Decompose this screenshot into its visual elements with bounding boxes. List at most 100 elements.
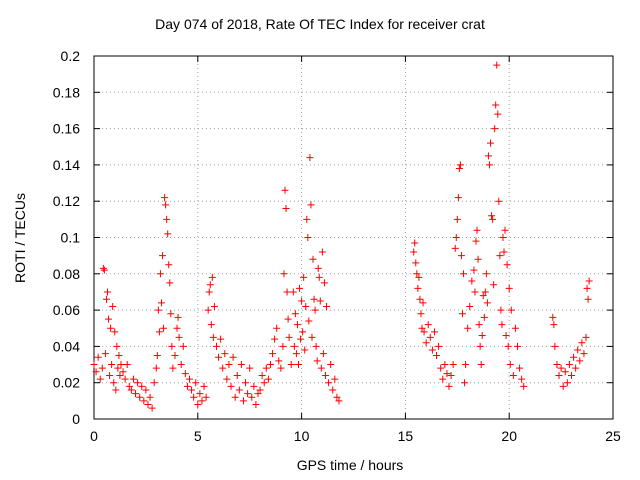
x-tick-label: 5 [194,428,202,444]
data-point [580,350,588,358]
y-tick-label: 0.2 [61,48,81,64]
data-point [294,361,302,369]
data-point [437,364,445,372]
data-point [194,400,202,408]
data-point [320,279,328,287]
data-point [439,375,447,383]
plot-frame [93,55,614,420]
data-point [505,284,513,292]
data-point [311,306,319,314]
data-point [185,375,193,383]
data-point [461,379,469,387]
data-point [200,382,208,390]
data-point [282,204,290,212]
data-point [108,361,116,369]
data-point [150,379,158,387]
data-point [471,288,479,296]
data-point [563,379,571,387]
data-point [177,361,185,369]
data-point [417,310,425,318]
data-point [458,310,466,318]
data-point [92,368,100,376]
data-point [242,379,250,387]
data-point [183,382,191,390]
y-tick-label: 0.12 [53,193,80,209]
data-point [315,273,323,281]
data-point [495,197,503,205]
data-point [553,361,561,369]
data-point [455,165,463,173]
data-point [262,364,270,372]
data-point [157,299,165,307]
data-point [549,313,557,321]
data-point [154,306,162,314]
data-point [112,386,120,394]
data-point [90,361,98,369]
data-point [169,364,177,372]
data-point [462,361,470,369]
data-point [202,393,210,401]
data-point [273,324,281,332]
data-point [219,364,227,372]
data-point [289,288,297,296]
data-point [229,353,237,361]
data-point [479,292,487,300]
data-point [415,273,423,281]
data-point [168,342,176,350]
data-point [578,339,586,347]
data-point [488,212,496,220]
data-point [260,379,268,387]
y-tick-label: 0.14 [53,157,80,173]
data-point [494,110,502,118]
data-point [164,230,172,238]
data-point [109,302,117,310]
data-point [105,315,113,323]
data-point [492,101,500,109]
data-point [94,353,102,361]
data-point [121,375,129,383]
data-point [507,306,515,314]
data-point [561,368,569,376]
x-tick-label: 25 [605,428,621,444]
y-tick-label: 0.04 [53,338,80,354]
data-point [411,239,419,247]
data-point [309,255,317,263]
data-point [266,361,274,369]
data-point [188,386,196,394]
data-point [475,321,483,329]
data-point [491,125,499,133]
data-point [482,270,490,278]
data-point [483,299,491,307]
data-point [196,390,204,398]
data-point [550,321,558,329]
data-point [470,266,478,274]
data-point [171,351,179,359]
data-point [277,364,285,372]
data-point [412,259,420,267]
y-tick-label: 0.18 [53,84,80,100]
data-point [256,386,264,394]
data-point [301,346,309,354]
data-point [231,393,239,401]
data-point [163,215,171,223]
data-point [480,313,488,321]
data-point [110,379,118,387]
data-point [132,390,140,398]
y-tick-label: 0.06 [53,302,80,318]
data-point [460,270,468,278]
x-tick-label: 15 [398,428,414,444]
data-point [574,346,582,354]
data-point [414,284,422,292]
data-point [275,357,283,365]
data-point [303,215,311,223]
data-point [113,342,121,350]
data-point [221,350,229,358]
data-point [146,393,154,401]
data-point [335,397,343,405]
data-point [115,351,123,359]
data-point [420,328,428,336]
data-point [252,400,260,408]
data-point [101,350,109,358]
data-point [496,252,504,260]
data-point [114,364,122,372]
